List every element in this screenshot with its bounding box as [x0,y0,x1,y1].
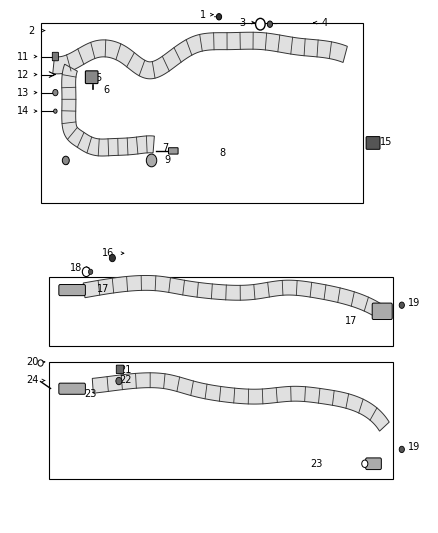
Text: 3: 3 [239,18,245,28]
Text: 4: 4 [321,18,327,28]
Polygon shape [83,276,383,318]
Text: 8: 8 [219,148,225,158]
Circle shape [399,446,404,453]
Circle shape [53,90,58,96]
Circle shape [82,267,90,277]
Text: 20: 20 [26,357,39,367]
Circle shape [146,154,157,167]
Text: 18: 18 [70,263,82,273]
FancyBboxPatch shape [116,365,124,374]
Text: 15: 15 [380,137,392,147]
FancyBboxPatch shape [59,285,85,296]
Circle shape [399,302,404,309]
Text: 13: 13 [18,87,30,98]
Circle shape [88,269,93,274]
FancyBboxPatch shape [372,303,392,319]
Circle shape [267,21,272,27]
Bar [49,277,393,346]
Circle shape [62,156,69,165]
Circle shape [110,254,116,262]
Circle shape [216,13,222,20]
FancyBboxPatch shape [85,71,98,84]
Bar [41,22,363,203]
Text: 23: 23 [311,459,323,469]
Text: 19: 19 [408,442,420,452]
Text: 21: 21 [119,365,131,375]
Text: 24: 24 [26,375,39,385]
Text: 1: 1 [200,10,206,20]
FancyBboxPatch shape [52,52,58,61]
Bar [49,362,393,479]
Text: 19: 19 [408,297,420,308]
Circle shape [38,360,43,366]
Text: 16: 16 [102,248,115,259]
Text: 23: 23 [84,389,96,399]
Circle shape [53,109,57,114]
Text: 17: 17 [345,316,357,326]
Circle shape [255,18,265,30]
Text: 4: 4 [62,157,68,166]
Text: 12: 12 [18,70,30,79]
Circle shape [116,377,122,385]
Polygon shape [92,373,389,431]
Text: 9: 9 [165,156,171,165]
FancyBboxPatch shape [59,383,85,394]
FancyBboxPatch shape [169,148,178,154]
Text: 22: 22 [119,375,131,385]
Polygon shape [53,32,347,79]
Text: 2: 2 [28,26,34,36]
Text: 14: 14 [18,106,30,116]
Circle shape [362,460,368,467]
FancyBboxPatch shape [366,458,381,470]
Polygon shape [62,64,154,156]
Text: 11: 11 [18,52,30,61]
Text: 6: 6 [104,85,110,95]
Text: 17: 17 [97,284,110,294]
Text: 5: 5 [95,73,101,83]
FancyBboxPatch shape [366,136,380,149]
Text: 7: 7 [162,143,169,154]
